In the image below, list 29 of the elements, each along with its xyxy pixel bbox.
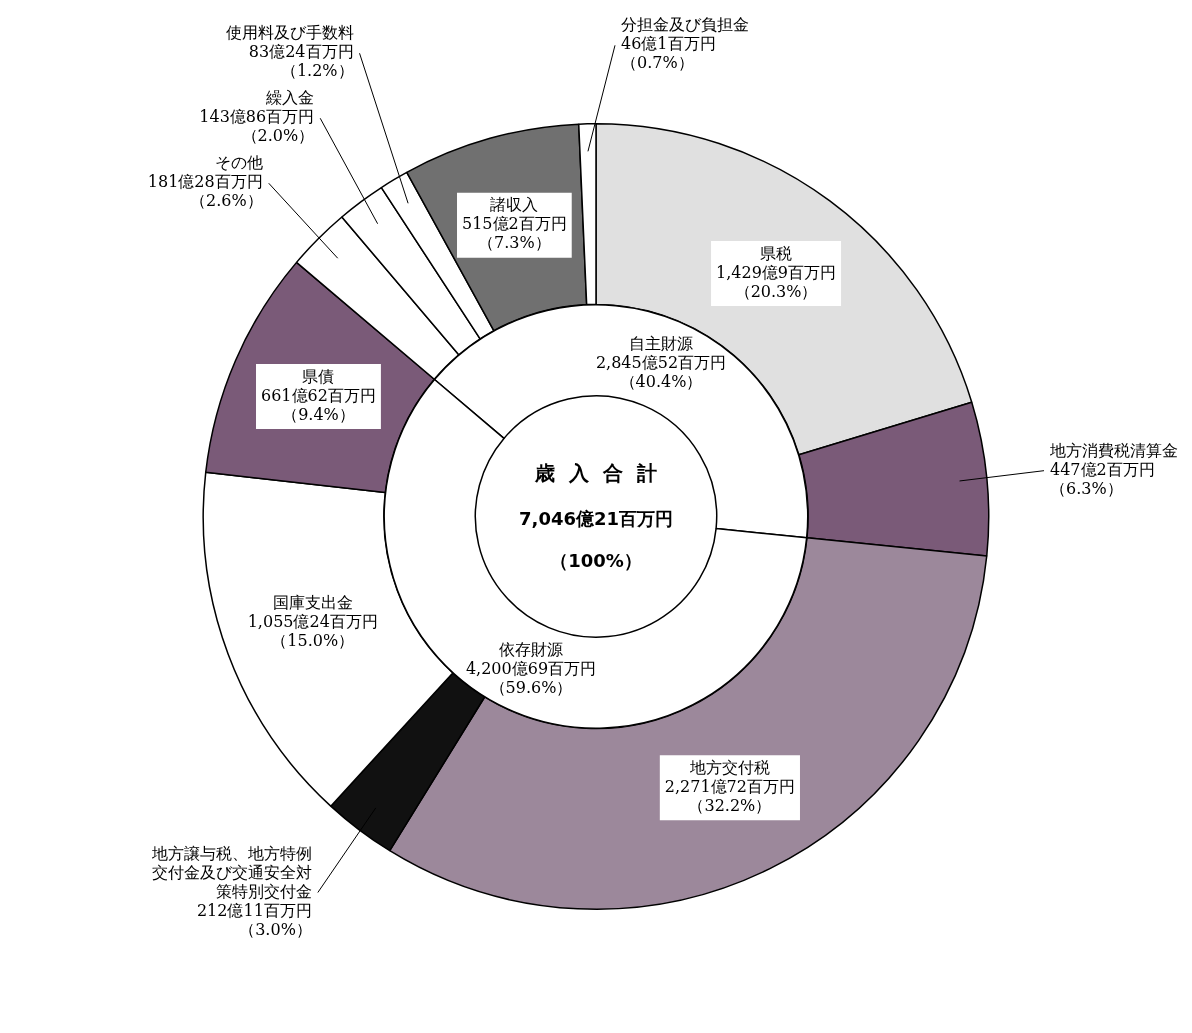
slice-label: 繰入金: [265, 88, 315, 108]
slice-label: 県債: [302, 366, 335, 386]
text: 歳入合計: [534, 460, 671, 485]
text: 7,046億21百万円: [519, 508, 673, 530]
data-label: 2,271億72百万円（32.2%）: [664, 776, 795, 815]
slice-label: 地方交付税: [688, 757, 770, 777]
slice-label: その他: [214, 153, 263, 173]
data-label: 447億2百万円（6.3%）: [1050, 459, 1155, 498]
slice-label: 地方消費税清算金: [1049, 440, 1178, 460]
slice-label: 地方譲与税、地方特例交付金及び交通安全対策特別交付金: [150, 843, 312, 901]
slice-label: 県税: [760, 243, 793, 263]
data-label: 143億86百万円（2.0%）: [199, 107, 315, 146]
slice-label: 依存財源: [499, 639, 563, 659]
slice-label: 国庫支出金: [272, 592, 353, 612]
data-label: 661億62百万円（9.4%）: [261, 385, 376, 424]
slice-label: 分担金及び負担金: [621, 15, 749, 35]
data-label: 83億24百万円（1.2%）: [248, 42, 354, 81]
data-label: 4,200億69百万円（59.6%）: [465, 658, 597, 697]
data-label: 46億1百万円（0.7%）: [621, 34, 716, 73]
text: （100%）: [550, 550, 642, 572]
slice-label: 使用料及び手数料: [225, 23, 354, 43]
data-label: 1,429億9百万円（20.3%）: [716, 262, 837, 301]
slice-label: 諸収入: [490, 195, 539, 215]
data-label: 2,845億52百万円（40.4%）: [595, 352, 727, 391]
slice-label: 自主財源: [629, 333, 693, 353]
data-label: 515億2百万円（7.3%）: [462, 214, 567, 253]
data-label: 181億28百万円（2.6%）: [147, 172, 263, 211]
data-label: 212億11百万円（3.0%）: [196, 900, 312, 939]
data-label: 1,055億24百万円（15.0%）: [247, 611, 378, 650]
